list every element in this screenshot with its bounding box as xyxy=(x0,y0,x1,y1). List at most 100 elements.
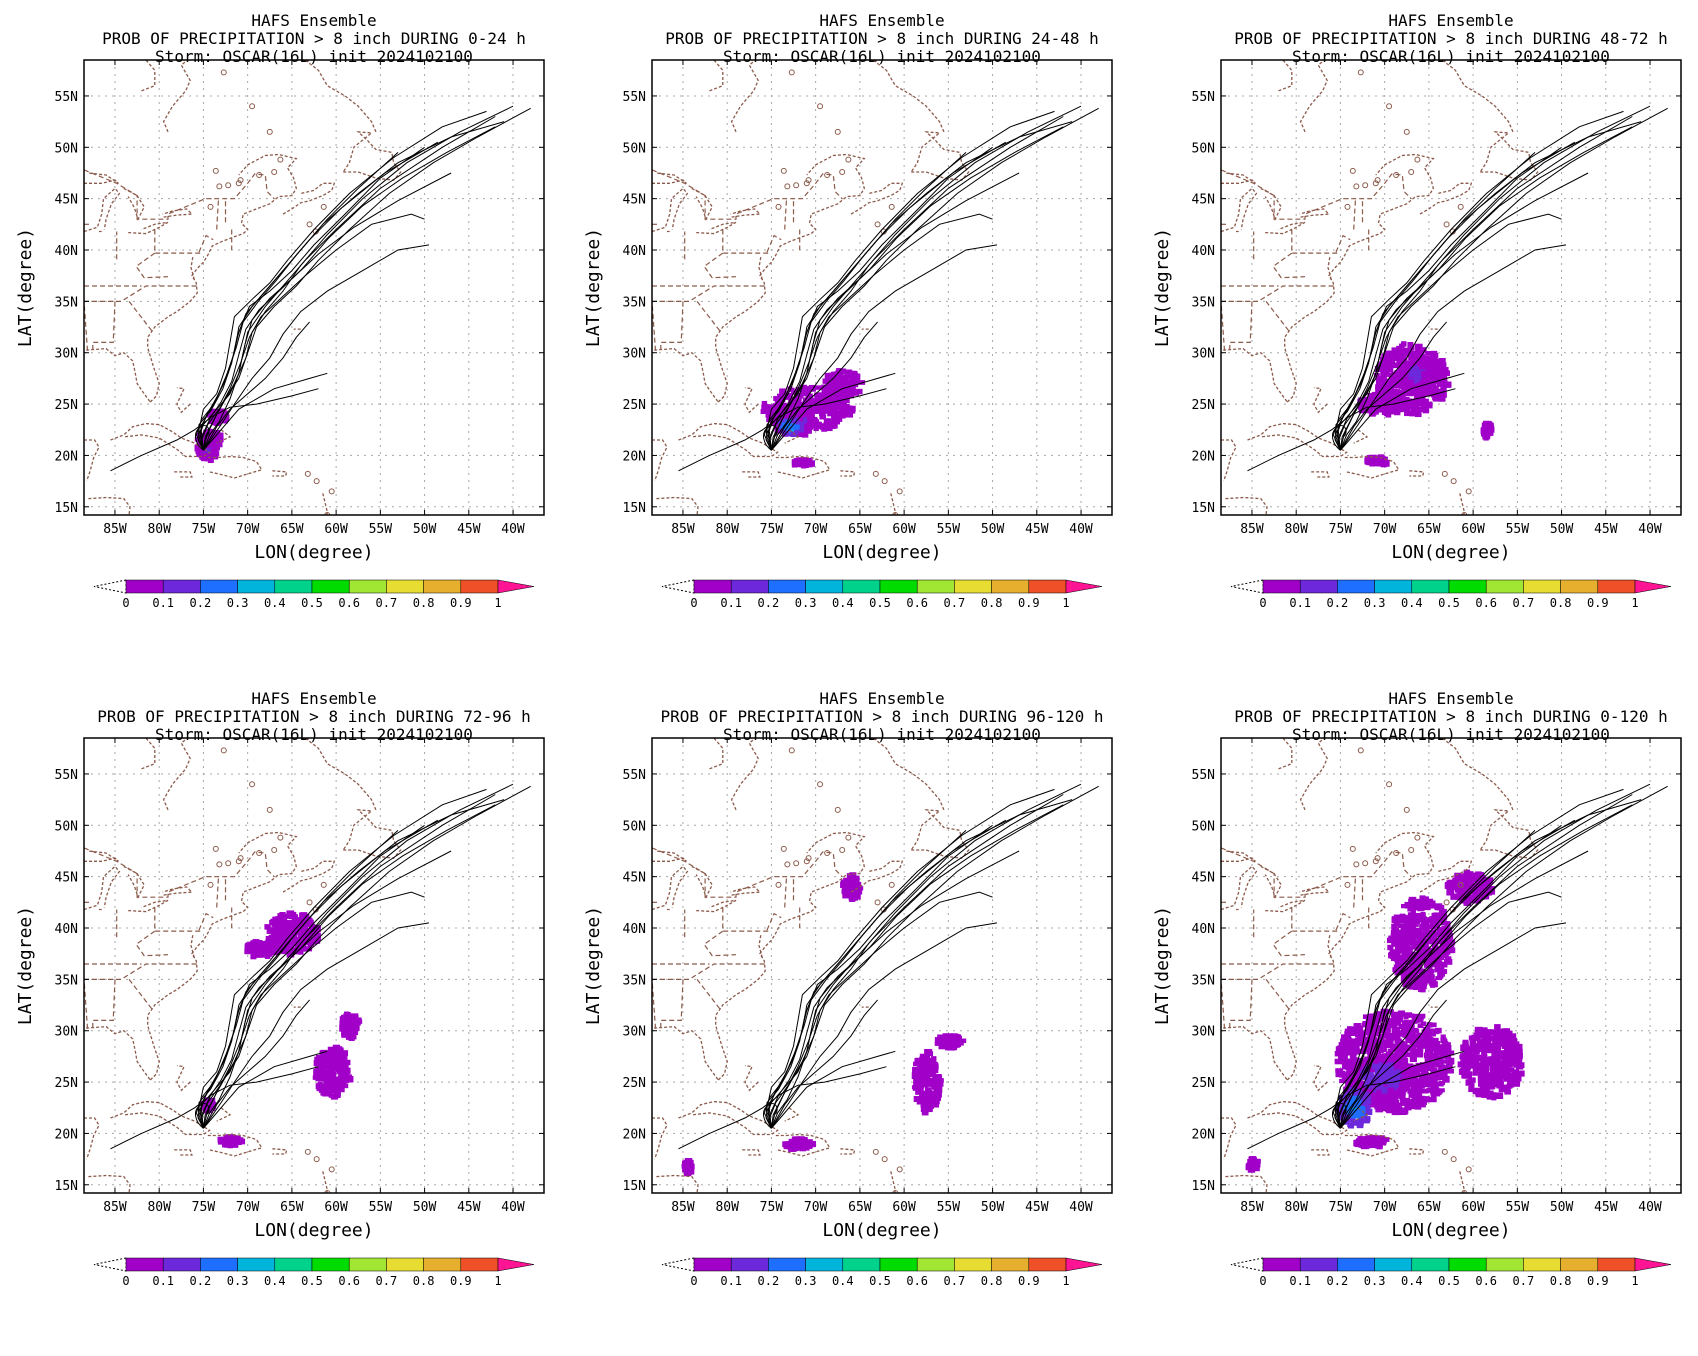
coastline xyxy=(840,1149,854,1154)
lon-tick-label: 80W xyxy=(715,1200,739,1215)
lat-tick-label: 40N xyxy=(623,244,646,259)
precip-cell xyxy=(1469,1083,1475,1089)
precip-cell xyxy=(1415,346,1422,353)
precip-cell xyxy=(958,1039,966,1044)
precip-cell xyxy=(1400,1043,1406,1048)
precip-cell xyxy=(799,462,806,467)
political-border xyxy=(1230,301,1252,349)
precip-cell xyxy=(1439,1074,1446,1080)
precip-cell xyxy=(1423,1077,1429,1081)
precip-cell xyxy=(1428,368,1433,373)
lat-tick-label: 50N xyxy=(1192,141,1215,156)
coastline xyxy=(656,1176,698,1201)
colorbar-tick-label: 0.2 xyxy=(190,1274,212,1288)
lat-tick-label: 35N xyxy=(55,973,78,988)
precip-cell xyxy=(825,374,830,379)
lat-tick-label: 40N xyxy=(623,922,646,937)
colorbar-tick-label: 0.6 xyxy=(1475,596,1497,610)
lat-tick-label: 35N xyxy=(55,295,78,310)
precip-cell xyxy=(1425,375,1431,381)
precip-cell xyxy=(1479,1028,1487,1032)
precip-cell xyxy=(1423,929,1430,933)
precip-cell xyxy=(342,1056,347,1060)
lat-tick-label: 30N xyxy=(55,347,78,362)
political-border xyxy=(84,286,197,301)
colorbar-tick-label: 0.3 xyxy=(795,1274,817,1288)
coastline xyxy=(679,424,778,457)
island xyxy=(1444,222,1449,227)
panel-title-line3: Storm: OSCAR(16L) init 2024102100 xyxy=(723,725,1041,744)
coastline xyxy=(679,1102,778,1135)
panel-title-line1: HAFS Ensemble xyxy=(819,689,944,708)
precip-cell xyxy=(856,891,862,895)
colorbar-tick-label: 0.9 xyxy=(450,596,472,610)
island xyxy=(835,807,840,812)
precip-cell xyxy=(338,1079,344,1084)
colorbar-segment xyxy=(880,580,917,593)
colorbar-tick-label: 0.4 xyxy=(264,596,286,610)
precip-cell xyxy=(807,1142,812,1149)
coastline xyxy=(891,493,896,522)
precip-cell xyxy=(1482,423,1488,428)
precip-cell xyxy=(1401,1027,1408,1033)
precip-cell xyxy=(1417,400,1423,405)
lat-tick-label: 40N xyxy=(55,922,78,937)
precip-cell xyxy=(1466,1079,1472,1083)
precip-cell xyxy=(1394,1018,1400,1023)
island xyxy=(267,807,272,812)
lon-tick-label: 70W xyxy=(804,1200,828,1215)
precip-cell xyxy=(1396,352,1404,357)
precip-cell xyxy=(1439,381,1444,386)
colorbar-tick-label: 0.6 xyxy=(338,596,360,610)
colorbar-segment xyxy=(1337,580,1374,593)
lat-tick-label: 35N xyxy=(623,295,646,310)
precip-cell xyxy=(933,1091,940,1098)
island xyxy=(1363,183,1368,188)
island xyxy=(785,184,790,189)
island xyxy=(789,748,794,753)
precip-cell xyxy=(1345,1029,1352,1035)
precip-cell xyxy=(1395,1036,1400,1042)
precip-cell xyxy=(1408,916,1416,921)
colorbar-segment xyxy=(1029,1258,1066,1271)
precip-cell xyxy=(1491,1065,1497,1071)
precip-cell xyxy=(1431,1023,1437,1028)
precip-cell xyxy=(1388,358,1395,363)
colorbar-segment xyxy=(238,1258,275,1271)
x-axis-label: LON(degree) xyxy=(822,1220,941,1241)
precip-cell xyxy=(1510,1038,1517,1044)
precip-cell xyxy=(1346,1045,1353,1049)
colorbar-segment xyxy=(200,580,237,593)
lat-tick-label: 35N xyxy=(623,973,646,988)
island xyxy=(307,900,312,905)
precip-cell xyxy=(1478,884,1484,889)
precip-cell xyxy=(336,1066,343,1072)
coastline xyxy=(840,471,854,476)
panel-title-line1: HAFS Ensemble xyxy=(819,11,944,30)
colorbar-segment xyxy=(1300,580,1337,593)
ensemble-track xyxy=(771,923,997,1128)
colorbar-tick-label: 0.2 xyxy=(1327,596,1349,610)
colorbar-tick-label: 0.1 xyxy=(152,1274,174,1288)
precip-cell xyxy=(1420,986,1425,993)
colorbar-tick-label: 0.3 xyxy=(227,1274,249,1288)
lon-tick-label: 70W xyxy=(804,522,828,537)
coastline xyxy=(343,132,401,180)
colorbar-segment xyxy=(1412,580,1449,593)
precip-cell xyxy=(782,1141,789,1147)
political-border xyxy=(704,931,736,956)
precip-cell xyxy=(1476,1057,1482,1061)
lake-shore xyxy=(696,222,736,233)
lat-tick-label: 55N xyxy=(55,768,78,783)
precip-cell xyxy=(912,1067,919,1073)
lon-tick-label: 70W xyxy=(236,522,260,537)
lon-tick-label: 55W xyxy=(937,1200,961,1215)
political-border xyxy=(652,286,765,301)
precip-cell xyxy=(350,1034,357,1040)
lat-tick-label: 20N xyxy=(623,449,646,464)
political-border xyxy=(93,301,115,349)
